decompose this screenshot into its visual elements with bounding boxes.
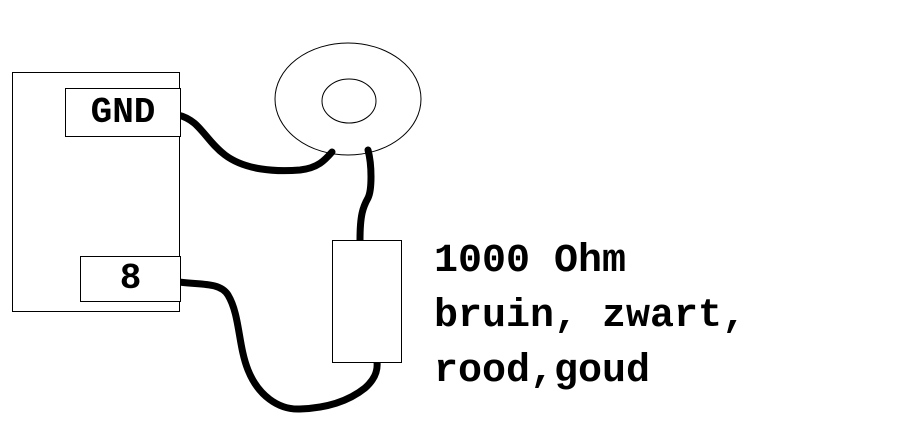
pin-8-label: 8: [80, 256, 181, 302]
led-inner-ring: [321, 78, 377, 124]
gnd-pin-text: GND: [90, 91, 156, 133]
wire-gnd-to-led: [174, 111, 336, 175]
resistor-note-line-1: 1000 Ohm: [434, 239, 627, 284]
resistor-note-line-3: rood,goud: [434, 349, 651, 394]
pin-8-text: 8: [119, 258, 142, 299]
wire-pin8-to-resistor: [175, 278, 381, 413]
gnd-pin-label: GND: [65, 88, 181, 137]
arduino-board: [12, 72, 180, 312]
resistor-note-line-2: bruin, zwart,: [434, 294, 747, 339]
wire-led-to-resistor: [356, 146, 375, 244]
resistor: [332, 240, 402, 363]
resistor-note: 1000 Ohm bruin, zwart, rood,goud: [434, 234, 746, 399]
led-outer-ring: [274, 42, 422, 156]
